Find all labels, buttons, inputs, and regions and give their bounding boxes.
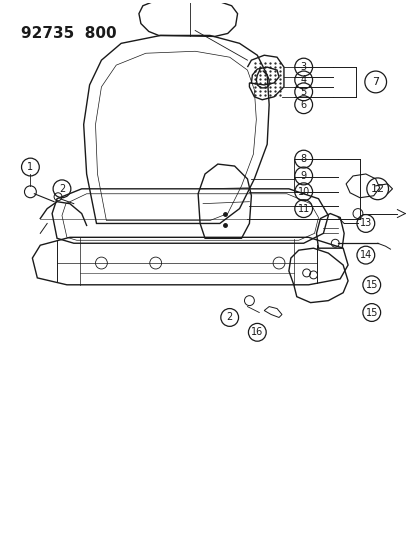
Text: 4: 4 [300,75,306,85]
Text: 14: 14 [359,250,371,260]
Text: 2: 2 [226,312,232,322]
Text: 13: 13 [359,219,371,229]
Text: 2: 2 [59,184,65,194]
Text: 3: 3 [300,62,306,72]
Text: 1: 1 [27,162,33,172]
Text: 15: 15 [365,280,377,290]
Text: 92735  800: 92735 800 [21,26,116,41]
Text: 12: 12 [370,184,384,194]
Text: 11: 11 [297,204,309,214]
Text: 10: 10 [297,187,309,197]
Text: 16: 16 [251,327,263,337]
Text: 8: 8 [300,154,306,164]
Text: 15: 15 [365,308,377,318]
Text: 5: 5 [300,87,306,97]
Text: 6: 6 [300,100,306,110]
Text: 9: 9 [300,171,306,181]
Text: 7: 7 [371,77,378,87]
